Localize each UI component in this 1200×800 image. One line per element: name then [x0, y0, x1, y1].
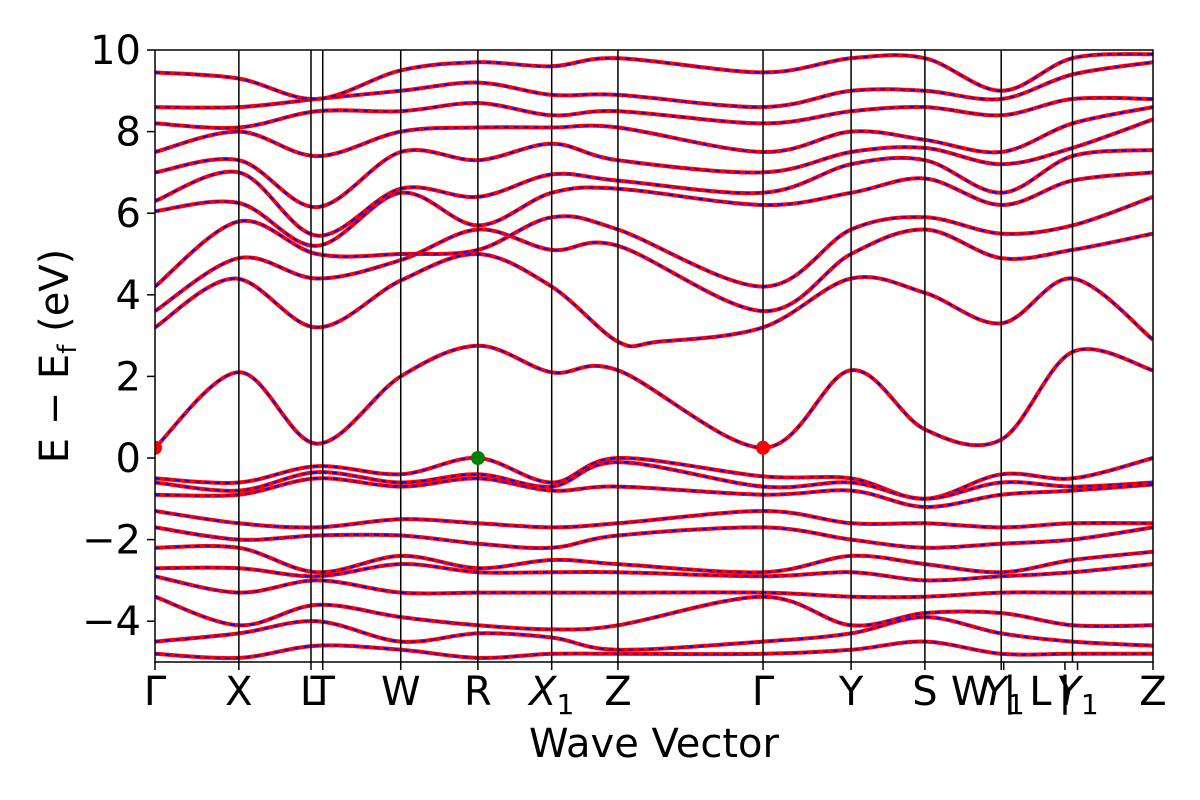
y-axis-ticks: −4 −2 0 2 4 6 8 10 [82, 28, 155, 645]
plot-frame [154, 49, 1154, 663]
band-line-dashed-4 [155, 196, 1153, 288]
y-tick-label-2: −2 [82, 518, 141, 564]
band-edge-marker-3 [470, 451, 485, 465]
band-line-11 [155, 52, 1153, 102]
x-tick-label-16: Z [1139, 669, 1166, 715]
band-line-dashed-10 [155, 61, 1153, 109]
x-tick-label-2: X [225, 669, 252, 715]
x-tick-label-1: Γ [144, 669, 167, 715]
band-line-4 [155, 195, 1153, 289]
band-line-dashed-12 [155, 457, 1153, 500]
band-line-1 [155, 343, 1153, 450]
x-tick-label-7: X1 [527, 669, 574, 721]
band-line-16 [155, 525, 1153, 551]
x-tick-label-4: T [310, 669, 336, 715]
y-tick-label-1: −4 [82, 599, 141, 645]
x-tick-label-11: S [912, 669, 937, 715]
high-symmetry-lines [238, 50, 1074, 662]
band-line-dashed-14 [155, 477, 1153, 508]
band-line-dashed-2 [155, 253, 1153, 348]
band-edge-markers [155, 440, 771, 465]
x-tick-label-10: Y [838, 669, 864, 715]
x-axis-ticks: Γ X LT W R X1 Z Γ Y S W | LY1 |Y1 Z [144, 662, 1167, 721]
y-axis-label-unit: (eV) [32, 249, 78, 345]
band-line-20 [155, 594, 1153, 632]
band-line-dashed-15 [155, 510, 1153, 529]
band-line-19 [155, 574, 1153, 600]
x-tick-label-15: Y1 [1056, 669, 1098, 721]
band-line-dashed-19 [155, 575, 1153, 599]
band-line-17 [155, 543, 1153, 575]
x-tick-label-9: Γ [752, 669, 775, 715]
band-line-dashed-1 [155, 344, 1153, 449]
band-line-dashed-9 [155, 96, 1153, 129]
band-line-dashed-20 [155, 595, 1153, 631]
x-tick-label-8: Z [604, 669, 631, 715]
band-line-dashed-22 [155, 640, 1153, 660]
y-tick-label-3: 0 [116, 436, 141, 482]
y-axis-label-main: E − E [32, 354, 78, 464]
band-line-dashed-3 [155, 228, 1153, 313]
band-line-2 [155, 251, 1153, 349]
y-axis-label-sub: f [53, 344, 83, 354]
x-tick-label-6: R [464, 669, 492, 715]
y-axis-label: E − Ef (eV) [32, 249, 83, 464]
band-edge-marker-1 [155, 440, 162, 455]
band-line-dashed-18 [155, 563, 1153, 582]
x-tick-label-3: L [300, 669, 323, 715]
x-tick-label-12: W | L [951, 669, 1052, 715]
x-tick-label-13: Y1 [983, 669, 1025, 721]
band-line-dashed-21 [155, 616, 1153, 651]
band-lines [155, 52, 1153, 661]
y-tick-label-6: 6 [116, 191, 141, 237]
band-edge-marker-2 [756, 440, 771, 455]
x-axis-label: Wave Vector [529, 721, 780, 767]
x-tick-label-5: W [381, 669, 421, 715]
y-tick-label-8: 10 [90, 28, 141, 74]
y-tick-label-7: 8 [116, 110, 141, 156]
x-tick-label-14: | [1058, 669, 1071, 715]
y-tick-label-4: 2 [116, 354, 141, 400]
y-tick-label-5: 4 [116, 273, 141, 319]
band-line-3 [155, 227, 1153, 314]
